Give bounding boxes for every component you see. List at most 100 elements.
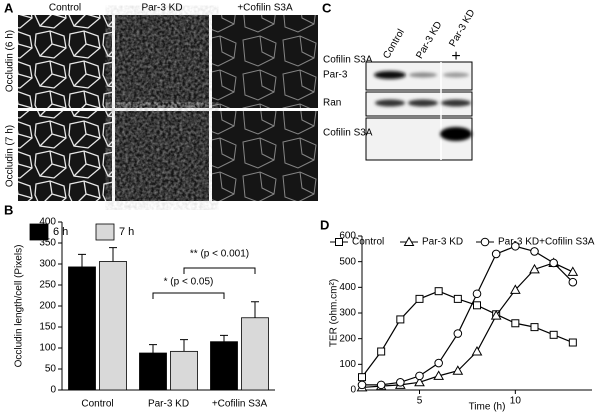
panel-letter: A [4, 0, 14, 15]
error-bar [251, 301, 259, 318]
marker [511, 319, 520, 328]
marker [472, 289, 482, 299]
axis [361, 236, 592, 391]
y-tick-label: 100 [39, 343, 56, 354]
micrograph-grid [18, 15, 318, 201]
bar [241, 317, 269, 391]
y-tick-label: 150 [39, 322, 56, 333]
treatment-label: Cofilin S3A [323, 55, 373, 66]
marker [357, 380, 367, 390]
line [361, 290, 574, 378]
bracket [183, 267, 256, 274]
marker [530, 247, 539, 256]
y-axis-label: Occludin length/cell (Pixels) [14, 245, 25, 368]
marker [453, 329, 463, 338]
marker [471, 345, 483, 356]
panel-letter: C [322, 0, 332, 15]
x-tick-label: +Cofilin S3A [212, 399, 268, 410]
legend-marker [403, 236, 415, 246]
band [443, 72, 469, 78]
band [440, 127, 472, 141]
error-bar [149, 344, 157, 354]
band-label: Cofilin S3A [323, 128, 373, 139]
y-tick-label: 100 [339, 359, 356, 370]
row-label: Occludin (6 h) [5, 30, 16, 92]
marker [491, 249, 501, 259]
bar [99, 261, 127, 391]
micrograph-texture [115, 111, 209, 201]
marker [396, 378, 405, 387]
legend-label: Control [352, 237, 384, 248]
column-label: Control [49, 3, 81, 14]
marker [549, 258, 558, 268]
marker [511, 241, 520, 251]
y-tick-label: 200 [39, 301, 56, 312]
legend-marker [335, 238, 343, 246]
band [374, 71, 406, 79]
marker [414, 376, 425, 387]
annotation: * (p < 0.05) [164, 277, 214, 288]
bar [139, 352, 167, 391]
marker [473, 301, 481, 310]
marker [358, 373, 366, 382]
x-tick-label: Control [81, 399, 113, 410]
panel-letter: B [4, 202, 13, 217]
y-tick-label: 400 [39, 217, 56, 228]
band-label: Par-3 [323, 70, 348, 81]
x-tick-label: 10 [510, 396, 522, 407]
y-tick-label: 0 [350, 385, 356, 396]
marker [453, 294, 462, 303]
marker [434, 358, 443, 368]
marker [415, 371, 424, 381]
band [408, 99, 438, 107]
error-bar [220, 334, 228, 342]
marker [433, 370, 445, 380]
marker [452, 365, 464, 375]
marker [415, 294, 424, 303]
marker [490, 310, 502, 320]
y-tick-label: 600 [339, 231, 356, 242]
bracket [152, 292, 225, 299]
y-tick-label: 0 [50, 385, 56, 396]
legend-label: 6 h [53, 226, 68, 238]
lane-label: Par-3 KD [414, 20, 444, 61]
y-tick-label: 500 [339, 256, 356, 267]
band [409, 72, 437, 78]
legend-swatch [95, 223, 115, 241]
marker [509, 284, 521, 294]
marker [377, 347, 386, 356]
y-tick-label: 50 [45, 364, 57, 375]
legend-label: Par-3 KD [422, 237, 463, 248]
micrograph-texture [115, 15, 209, 108]
marker [568, 338, 577, 347]
legend-label: Par-3 KD+Cofilin S3A [498, 237, 595, 248]
y-tick-label: 300 [339, 308, 356, 319]
band-label: Ran [323, 98, 341, 109]
error-bar [109, 247, 117, 262]
legend-marker [480, 237, 490, 247]
blot [365, 61, 473, 161]
marker [549, 330, 558, 339]
x-tick-label: 5 [417, 396, 423, 407]
line [361, 262, 574, 389]
legend-label: 7 h [119, 226, 134, 238]
error-bar [180, 339, 188, 352]
annotation: ** (p < 0.001) [190, 249, 249, 260]
y-tick-label: 400 [339, 282, 356, 293]
lane-label: Par-3 KD [447, 8, 477, 49]
lane-label: Control [381, 27, 407, 60]
error-bar [78, 253, 86, 267]
micrograph-texture [212, 111, 318, 201]
column-label: Par-3 KD [141, 3, 182, 14]
marker [529, 263, 540, 274]
marker [376, 380, 386, 390]
y-tick-label: 350 [39, 238, 56, 249]
treatment-mark: + [451, 48, 460, 65]
x-tick-label: Par-3 KD [148, 399, 189, 410]
micrograph-texture [18, 111, 112, 201]
marker [434, 287, 443, 296]
marker [396, 315, 405, 324]
micrograph-texture [18, 15, 112, 108]
